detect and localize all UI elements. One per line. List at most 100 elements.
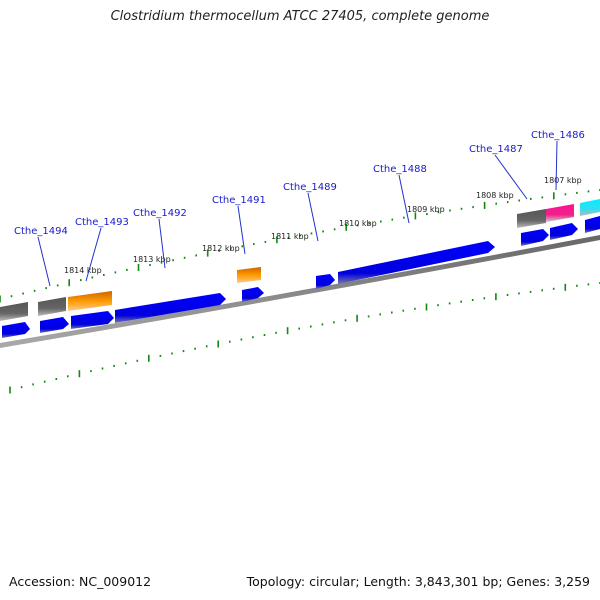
outer-tick-5 bbox=[56, 284, 59, 287]
inner-tick-5 bbox=[67, 375, 69, 378]
gene-label-cthe-1488: Cthe_1488 bbox=[373, 164, 427, 175]
inner-tick-6 bbox=[78, 370, 81, 378]
gene-blue-1[interactable] bbox=[2, 322, 30, 338]
outer-tick-40 bbox=[460, 207, 463, 210]
inner-tick-37 bbox=[437, 304, 439, 307]
inner-tick-44 bbox=[518, 292, 520, 295]
gene-gray-3[interactable] bbox=[517, 209, 546, 228]
gene-blue-3[interactable] bbox=[71, 311, 114, 329]
inner-tick-49 bbox=[576, 284, 578, 287]
outer-tick-24 bbox=[276, 236, 278, 244]
inner-tick-ring bbox=[9, 282, 600, 394]
gene-orange-1[interactable] bbox=[68, 291, 112, 311]
outer-tick-36 bbox=[414, 212, 417, 220]
outer-tick-8 bbox=[91, 276, 94, 279]
gene-blue-4[interactable] bbox=[115, 293, 226, 323]
outer-tick-31 bbox=[356, 224, 359, 227]
gene-pink[interactable] bbox=[546, 204, 574, 222]
outer-tick-44 bbox=[506, 201, 509, 204]
outer-tick-21 bbox=[241, 245, 244, 248]
inner-tick-7 bbox=[90, 370, 92, 373]
outer-tick-25 bbox=[287, 236, 290, 239]
inner-tick-27 bbox=[321, 323, 324, 326]
gene-label-cthe-1493: Cthe_1493 bbox=[75, 217, 129, 228]
gene-blue-10[interactable] bbox=[585, 216, 600, 233]
inner-tick-50 bbox=[587, 283, 590, 286]
inner-tick-10 bbox=[124, 362, 127, 365]
inner-tick-16 bbox=[194, 347, 196, 350]
outer-tick-11 bbox=[126, 268, 128, 271]
inner-tick-36 bbox=[425, 303, 428, 311]
inner-tick-28 bbox=[333, 321, 335, 324]
inner-tick-40 bbox=[471, 299, 474, 301]
lower-gene-row bbox=[2, 216, 600, 338]
kbp-label-1813: 1813 kbp bbox=[133, 255, 171, 264]
inner-tick-8 bbox=[101, 367, 104, 370]
inner-tick-38 bbox=[448, 302, 451, 305]
inner-tick-41 bbox=[483, 297, 486, 300]
outer-tick-19 bbox=[218, 249, 220, 252]
inner-tick-35 bbox=[414, 307, 416, 310]
inner-tick-13 bbox=[159, 354, 162, 357]
outer-tick-7 bbox=[80, 279, 82, 282]
kbp-label-1809: 1809 kbp bbox=[407, 205, 445, 214]
inner-tick-21 bbox=[252, 336, 254, 339]
outer-tick-6 bbox=[68, 279, 70, 287]
outer-tick-35 bbox=[403, 216, 405, 219]
gene-cyan[interactable] bbox=[580, 199, 600, 216]
gene-blue-8[interactable] bbox=[521, 229, 549, 246]
gene-gray-1[interactable] bbox=[0, 302, 28, 321]
outer-tick-27 bbox=[310, 232, 313, 235]
gene-blue-6[interactable] bbox=[316, 274, 335, 289]
kbp-label-1812: 1812 kbp bbox=[202, 244, 240, 253]
outer-tick-28 bbox=[322, 230, 324, 233]
outer-tick-2 bbox=[22, 292, 24, 295]
inner-tick-14 bbox=[171, 352, 173, 355]
inner-tick-33 bbox=[391, 311, 393, 314]
gene-label-cthe-1492: Cthe_1492 bbox=[133, 208, 187, 219]
gene-blue-9[interactable] bbox=[550, 223, 578, 240]
gene-orange-2[interactable] bbox=[237, 267, 261, 283]
inner-tick-29 bbox=[344, 319, 347, 322]
inner-tick-12 bbox=[148, 354, 150, 362]
outer-tick-49 bbox=[564, 193, 567, 196]
outer-tick-0 bbox=[0, 295, 1, 303]
gene-blue-2[interactable] bbox=[40, 317, 69, 333]
outer-tick-15 bbox=[172, 259, 174, 262]
gene-blue-5[interactable] bbox=[242, 287, 264, 302]
outer-tick-29 bbox=[333, 228, 336, 231]
outer-tick-23 bbox=[264, 240, 267, 243]
outer-tick-18 bbox=[206, 249, 209, 257]
kbp-label-1808: 1808 kbp bbox=[476, 191, 514, 200]
gene-label-cthe-1494: Cthe_1494 bbox=[14, 226, 68, 237]
inner-tick-45 bbox=[529, 290, 532, 293]
outer-tick-3 bbox=[33, 289, 36, 292]
outer-tick-4 bbox=[45, 287, 47, 290]
kbp-label-1814: 1814 kbp bbox=[64, 266, 102, 275]
outer-tick-10 bbox=[114, 271, 117, 274]
inner-tick-42 bbox=[495, 293, 497, 301]
kbp-label-1811: 1811 kbp bbox=[271, 232, 309, 241]
outer-tick-26 bbox=[299, 234, 301, 237]
outer-tick-37 bbox=[426, 213, 428, 216]
inner-tick-22 bbox=[263, 334, 266, 336]
inner-tick-20 bbox=[240, 338, 243, 341]
outer-tick-16 bbox=[183, 256, 186, 259]
kbp-label-1810: 1810 kbp bbox=[339, 219, 377, 228]
outer-tick-38 bbox=[437, 211, 440, 214]
gene-blue-7[interactable] bbox=[338, 241, 495, 284]
inner-tick-43 bbox=[506, 294, 509, 296]
outer-tick-48 bbox=[553, 192, 555, 200]
outer-tick-43 bbox=[495, 202, 497, 205]
inner-tick-19 bbox=[229, 340, 231, 343]
outer-tick-30 bbox=[345, 223, 347, 231]
inner-tick-39 bbox=[460, 300, 462, 303]
inner-tick-11 bbox=[136, 359, 139, 362]
outer-tick-42 bbox=[483, 201, 486, 209]
gene-gray-2[interactable] bbox=[38, 297, 66, 316]
genome-backbone bbox=[0, 235, 600, 348]
inner-tick-1 bbox=[20, 386, 23, 389]
outer-tick-47 bbox=[541, 196, 544, 199]
outer-tick-50 bbox=[576, 191, 578, 194]
